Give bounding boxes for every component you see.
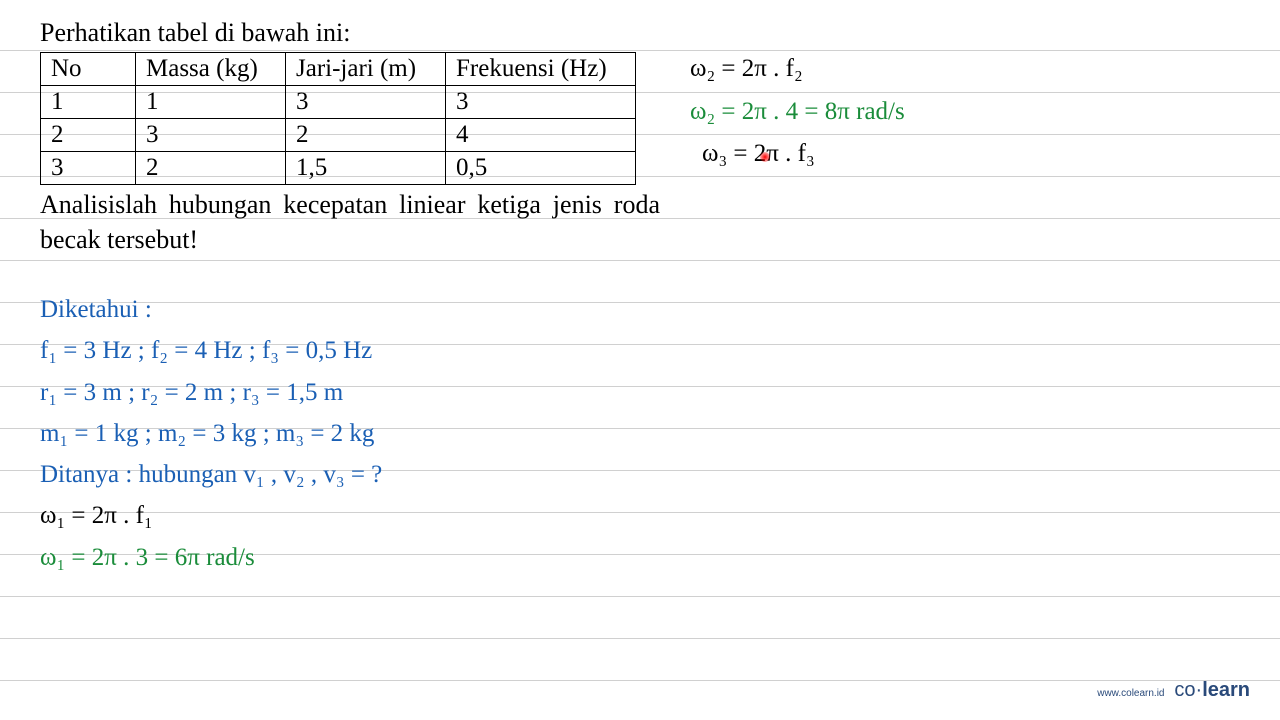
omega1-result: ω₁ = 2π . 3 = 6π rad/s [40,537,1240,578]
table-row: 1133 [41,86,636,119]
problem-title: Perhatikan tabel di bawah ini: [40,18,1240,48]
table-cell: 2 [41,119,136,152]
watermark-url: www.colearn.id [1097,688,1164,699]
watermark-brand: co·learn [1174,679,1250,701]
table-cell: 1 [41,86,136,119]
ditanya-line: Ditanya : hubungan v₁ , v₂ , v₃ = ? [40,454,1240,495]
table-cell: 3 [446,86,636,119]
table-cell: 4 [446,119,636,152]
table-header-row: No Massa (kg) Jari-jari (m) Frekuensi (H… [41,53,636,86]
table-cell: 2 [136,152,286,185]
table-row: 321,50,5 [41,152,636,185]
omega1-formula: ω₁ = 2π . f₁ [40,495,1240,536]
table-cell: 0,5 [446,152,636,185]
col-no: No [41,53,136,86]
watermark: www.colearn.id co·learn [1097,679,1250,702]
col-frekuensi: Frekuensi (Hz) [446,53,636,86]
table-cell: 3 [286,86,446,119]
col-jari: Jari-jari (m) [286,53,446,86]
known-radii: r₁ = 3 m ; r₂ = 2 m ; r₃ = 1,5 m [40,372,1240,413]
table-row: 2324 [41,119,636,152]
table-cell: 3 [41,152,136,185]
diketahui-heading: Diketahui : [40,289,1240,330]
known-frequencies: f₁ = 3 Hz ; f₂ = 4 Hz ; f₃ = 0,5 Hz [40,330,1240,371]
table-cell: 1 [136,86,286,119]
table-cell: 3 [136,119,286,152]
solution-left-block: Diketahui : f₁ = 3 Hz ; f₂ = 4 Hz ; f₃ =… [40,289,1240,578]
main-content: Perhatikan tabel di bawah ini: No Massa … [0,0,1280,596]
problem-question: Analisislah hubungan kecepatan liniear k… [40,187,660,257]
known-masses: m₁ = 1 kg ; m₂ = 3 kg ; m₃ = 2 kg [40,413,1240,454]
table-cell: 2 [286,119,446,152]
table-cell: 1,5 [286,152,446,185]
col-massa: Massa (kg) [136,53,286,86]
data-table: No Massa (kg) Jari-jari (m) Frekuensi (H… [40,52,636,185]
